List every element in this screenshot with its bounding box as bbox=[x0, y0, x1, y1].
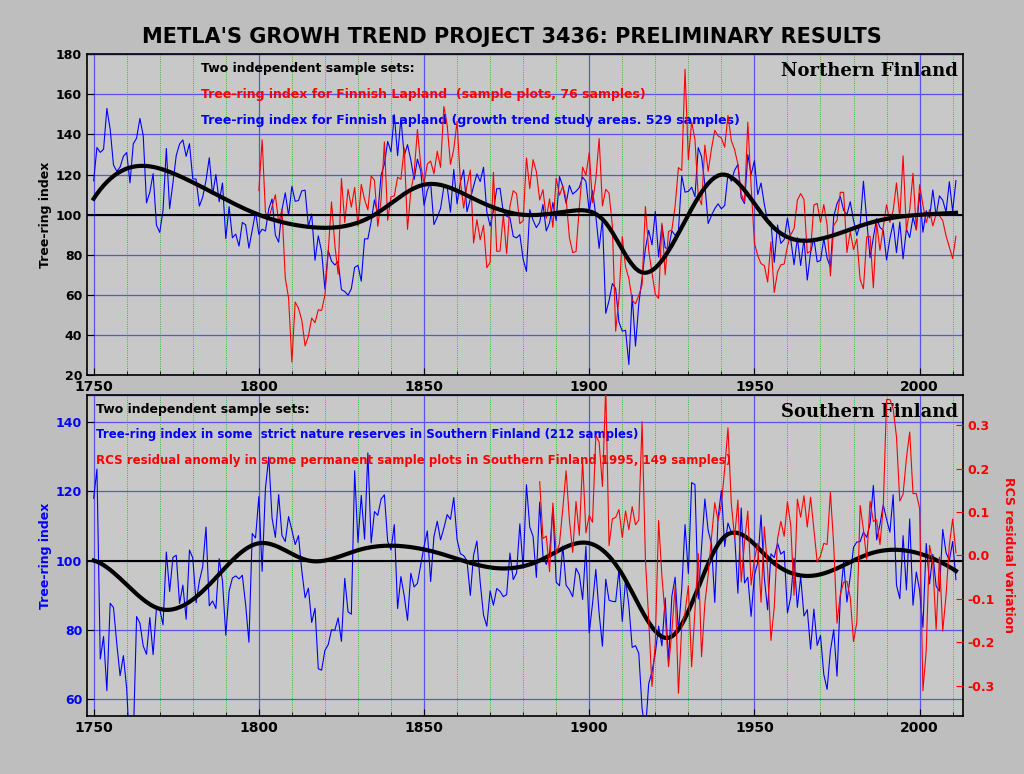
Text: Two independent sample sets:: Two independent sample sets: bbox=[96, 402, 309, 416]
Text: Southern Finland: Southern Finland bbox=[781, 402, 958, 421]
Y-axis label: Tree-ring index: Tree-ring index bbox=[39, 162, 52, 268]
Text: Two independent sample sets:: Two independent sample sets: bbox=[201, 62, 415, 75]
Text: METLA'S GROWH TREND PROJECT 3436: PRELIMINARY RESULTS: METLA'S GROWH TREND PROJECT 3436: PRELIM… bbox=[142, 27, 882, 47]
Text: Northern Finland: Northern Finland bbox=[781, 62, 958, 80]
Text: Tree-ring index for Finnish Lapland  (sample plots, 76 samples): Tree-ring index for Finnish Lapland (sam… bbox=[201, 88, 645, 101]
Text: Tree-ring index for Finnish Lapland (growth trend study areas. 529 samples): Tree-ring index for Finnish Lapland (gro… bbox=[201, 114, 739, 127]
Y-axis label: Tree-ring index: Tree-ring index bbox=[39, 502, 52, 608]
Text: RCS residual anomaly in some permanent sample plots in Southern Finland 1995, 14: RCS residual anomaly in some permanent s… bbox=[96, 454, 731, 467]
Y-axis label: RCS residual variation: RCS residual variation bbox=[1001, 478, 1015, 633]
Text: Tree-ring index in some  strict nature reserves in Southern Finland (212 samples: Tree-ring index in some strict nature re… bbox=[96, 429, 638, 441]
